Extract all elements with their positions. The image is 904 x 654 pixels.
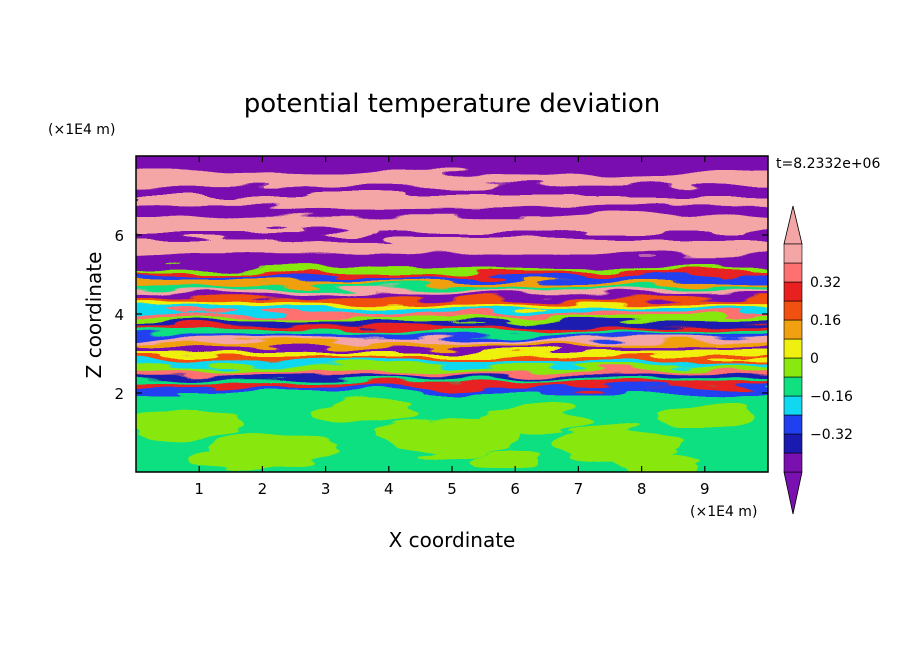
x-tick-label: 1 xyxy=(194,480,204,498)
y-axis-label: Z coordinate xyxy=(82,252,106,379)
field-band xyxy=(553,428,680,461)
field-band xyxy=(136,288,768,295)
y-tick-label: 6 xyxy=(114,227,124,245)
colorbar-segment xyxy=(783,452,803,473)
field-band xyxy=(136,350,768,357)
field-band xyxy=(136,323,768,330)
x-tick-label: 8 xyxy=(637,480,647,498)
field-band xyxy=(464,450,541,471)
field-band xyxy=(136,385,768,393)
field-band xyxy=(136,301,768,308)
field-band xyxy=(136,363,768,370)
field-band xyxy=(136,359,768,366)
x-tick-label: 4 xyxy=(384,480,394,498)
field-band xyxy=(136,345,768,353)
field-band xyxy=(136,185,768,197)
x-tick-label: 7 xyxy=(574,480,584,498)
field-band xyxy=(136,292,768,299)
field-band xyxy=(136,314,768,321)
x-tick-label: 9 xyxy=(700,480,710,498)
colorbar-segment xyxy=(783,357,803,378)
colorbar-tick-label: 0.16 xyxy=(810,313,841,329)
field-band xyxy=(136,377,768,384)
field-band xyxy=(186,450,276,471)
y-tick-label: 4 xyxy=(114,306,124,324)
field-band xyxy=(136,265,768,273)
colorbar-tick-label: −0.16 xyxy=(810,389,853,405)
field-band xyxy=(616,452,705,472)
field-band xyxy=(136,381,768,388)
field-band xyxy=(136,231,768,240)
field-band xyxy=(136,372,768,379)
colorbar-tick-label: 0.32 xyxy=(810,275,841,291)
field-bands xyxy=(136,156,768,472)
field-band xyxy=(136,252,768,268)
colorbar-segment xyxy=(783,319,803,340)
x-tick-label: 6 xyxy=(510,480,520,498)
colorbar-segment xyxy=(783,433,803,454)
field-band xyxy=(136,215,768,233)
field-band xyxy=(136,156,768,173)
colorbar-tick-label: −0.32 xyxy=(810,427,853,443)
plot-area xyxy=(136,156,768,472)
field-band xyxy=(136,297,768,304)
x-tick-label: 2 xyxy=(258,480,268,498)
colorbar-segment xyxy=(783,281,803,302)
field-band xyxy=(136,332,768,339)
field-band xyxy=(136,328,768,335)
colorbar-segment xyxy=(783,376,803,397)
field-band xyxy=(136,337,768,344)
field-band xyxy=(136,410,244,439)
colorbar-segment xyxy=(783,338,803,359)
y-tick-label: 2 xyxy=(114,385,124,403)
field-band xyxy=(312,400,415,425)
field-band xyxy=(136,341,768,348)
field-band xyxy=(136,319,768,326)
field-band xyxy=(136,305,768,313)
field-band xyxy=(376,418,516,455)
field-band xyxy=(136,238,768,254)
field-band xyxy=(136,279,768,286)
field-band xyxy=(136,283,768,290)
x-tick-label: 3 xyxy=(321,480,331,498)
colorbar-segment xyxy=(783,300,803,321)
colorbar-under-triangle xyxy=(783,471,803,515)
x-axis-label: X coordinate xyxy=(389,528,516,552)
field-band xyxy=(654,404,756,429)
chart-title: potential temperature deviation xyxy=(244,89,660,119)
y-axis: 2 4 6 xyxy=(114,227,768,403)
colorbar: −0.32 −0.16 0 0.16 0.32 xyxy=(783,205,853,515)
field-band xyxy=(136,270,768,277)
field-band xyxy=(136,205,768,217)
field-band xyxy=(136,195,768,207)
colorbar-over-triangle xyxy=(783,205,803,245)
colorbar-segment xyxy=(783,414,803,435)
x-tick-label: 5 xyxy=(447,480,457,498)
time-label: t=8.2332e+06 xyxy=(776,156,880,172)
x-axis-unit: (×1E4 m) xyxy=(690,504,757,520)
x-axis: 1 2 3 4 5 6 7 8 9 xyxy=(194,156,710,498)
field-band xyxy=(477,406,592,435)
field-band xyxy=(136,274,768,281)
colorbar-segment xyxy=(783,395,803,416)
field-band xyxy=(136,354,768,361)
colorbar-tick-label: 0 xyxy=(810,351,819,367)
field-band xyxy=(136,368,768,375)
colorbar-segment xyxy=(783,262,803,283)
colorbar-segment xyxy=(783,243,803,264)
y-axis-unit: (×1E4 m) xyxy=(48,122,115,138)
field-band xyxy=(136,310,768,317)
field-band xyxy=(136,171,768,187)
